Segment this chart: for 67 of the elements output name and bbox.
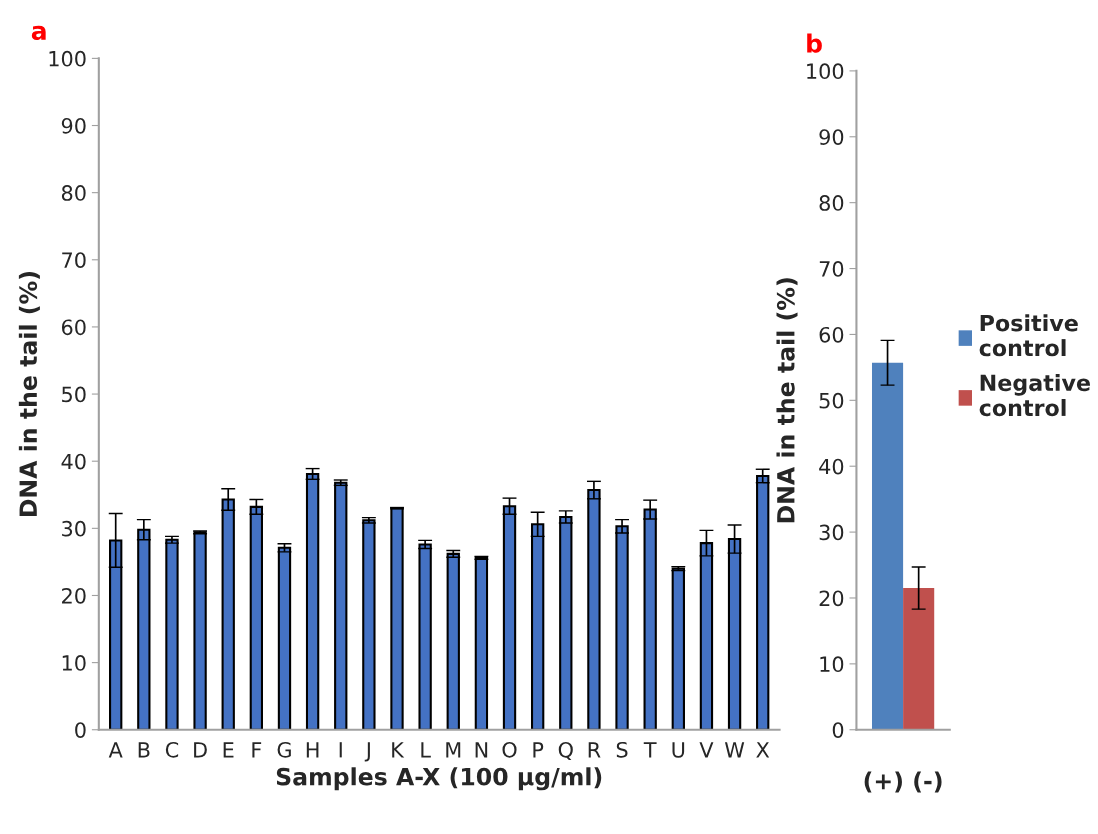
- x-tick-label: X: [756, 742, 770, 758]
- bar: [165, 538, 179, 730]
- x-tick-label: Q: [558, 741, 573, 761]
- x-tick-label: M: [446, 742, 461, 758]
- y-tick-label: 100: [49, 50, 86, 67]
- bar: [277, 546, 292, 730]
- x-tick-label: H: [306, 742, 319, 758]
- bar: [559, 515, 573, 730]
- x-tick-label: L: [421, 742, 431, 758]
- y-tick-label: 20: [62, 587, 86, 604]
- y-tick-label: 80: [819, 195, 844, 211]
- bar: [446, 552, 460, 730]
- x-tick-label: D: [194, 742, 207, 758]
- bar: [671, 567, 685, 730]
- bar: [362, 519, 376, 730]
- x-tick-label: T: [643, 742, 657, 758]
- x-tick-label: B: [138, 742, 150, 758]
- bar: [418, 543, 432, 730]
- y-tick-label: 90: [819, 129, 844, 145]
- y-tick-label: 20: [819, 590, 844, 607]
- y-tick-label: 50: [62, 386, 86, 403]
- x-tick-label: K: [392, 742, 405, 758]
- legend-label: Positive control: [979, 314, 1078, 357]
- chart-title: b: [807, 33, 822, 53]
- y-tick-label: 10: [820, 656, 844, 673]
- x-tick-label: G: [277, 741, 291, 758]
- x-tick-label: (+) (-): [864, 771, 942, 793]
- y-tick-label: 40: [819, 458, 844, 475]
- x-tick-label: P: [533, 742, 544, 758]
- y-tick-label: 10: [62, 655, 86, 671]
- x-tick-label: A: [108, 742, 123, 758]
- x-tick-label: S: [616, 741, 628, 758]
- x-tick-label: R: [588, 742, 601, 758]
- x-tick-label: C: [165, 741, 179, 758]
- x-tick-label: I: [339, 742, 342, 758]
- x-tick-label: U: [672, 742, 685, 758]
- y-tick-label: 60: [61, 319, 86, 336]
- chart-title: a: [31, 25, 46, 41]
- x-tick-label: F: [252, 742, 262, 758]
- y-tick-label: 90: [61, 117, 86, 134]
- y-tick-label: 80: [61, 185, 86, 201]
- x-tick-label: E: [223, 742, 234, 758]
- bar: [756, 474, 770, 730]
- x-tick-label: O: [502, 741, 517, 758]
- x-axis-title: Samples A-X (100 µg/ml): [276, 767, 602, 791]
- y-tick-label: 30: [819, 524, 844, 541]
- y-tick-label: 100: [807, 63, 844, 80]
- bar: [334, 481, 348, 730]
- legend-label: Negative control: [979, 373, 1090, 417]
- bar: [305, 472, 320, 730]
- bar: [390, 507, 404, 730]
- y-tick-label: 50: [819, 392, 844, 409]
- y-axis-title: DNA in the tail (%): [18, 272, 40, 516]
- y-axis-title: DNA in the tail (%): [776, 278, 798, 523]
- x-tick-label: W: [724, 742, 745, 758]
- bar: [474, 556, 489, 730]
- bar: [193, 531, 207, 730]
- y-tick-label: 30: [62, 520, 86, 537]
- x-tick-label: V: [699, 742, 714, 758]
- y-tick-label: 70: [819, 261, 844, 277]
- y-tick-label: 60: [819, 326, 844, 343]
- y-tick-label: 70: [62, 252, 86, 268]
- y-tick-label: 40: [61, 453, 86, 470]
- x-tick-label: N: [475, 742, 488, 758]
- y-tick-label: 0: [75, 722, 86, 738]
- x-tick-label: J: [364, 742, 370, 762]
- y-tick-label: 0: [832, 722, 844, 738]
